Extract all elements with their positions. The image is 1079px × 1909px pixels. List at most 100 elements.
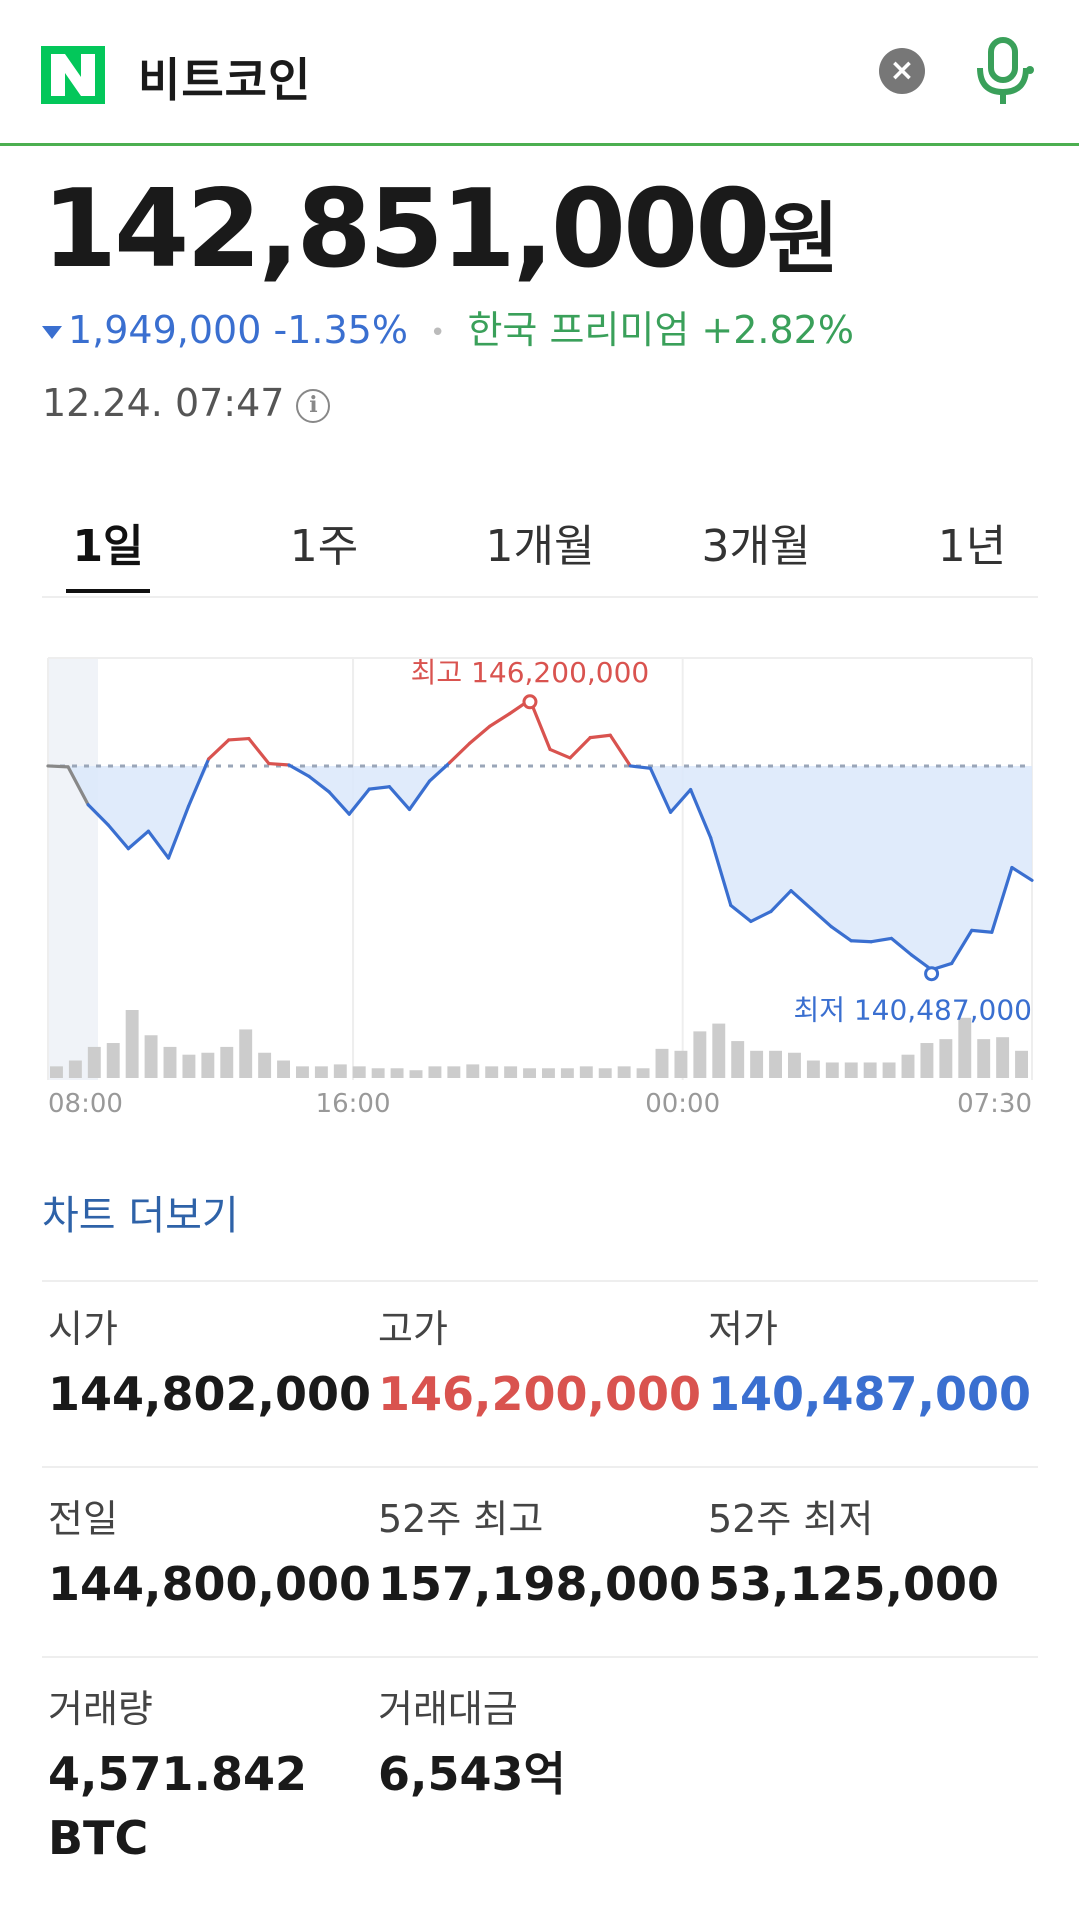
stat-52w-high: 52주 최고 157,198,000 [378,1496,708,1616]
search-query[interactable]: 비트코인 [138,53,312,107]
price-line-segment [548,747,572,760]
premium-label: 한국 프리미엄 [467,308,690,352]
tab-3month[interactable]: 3개월 [701,521,811,572]
stat-value: 53,125,000 [708,1557,1000,1611]
volume-bar [750,1050,764,1078]
stat-volume: 거래량 4,571.842 BTC [48,1686,378,1870]
volume-bar [788,1052,801,1078]
price-value: 142,851,000 [42,167,770,292]
tab-1day[interactable]: 1일 [72,521,144,572]
stat-high: 고가 146,200,000 [378,1306,708,1426]
volume-bar [693,1031,707,1078]
price-line-segment [889,936,914,957]
price-line-segment [407,779,432,812]
price-line-segment [970,928,994,934]
volume-bar [655,1048,669,1078]
price-line-segment [186,757,211,808]
tab-1week[interactable]: 1주 [289,521,359,572]
price-line-segment [709,836,733,907]
volume-bar [50,1066,63,1078]
price-line-segment [468,724,492,745]
tab-1year[interactable]: 1년 [937,521,1007,572]
more-chart-link[interactable]: 차트 더보기 [42,1193,239,1239]
divider [42,1280,1038,1282]
volume-bar [939,1039,953,1078]
volume-bar [504,1066,518,1078]
stat-prev-close: 전일 144,800,000 [48,1496,378,1616]
volume-bar [863,1062,877,1078]
stat-value: 140,487,000 [708,1367,1032,1421]
price-line-segment [789,889,813,911]
price-change-row: 1,949,000 -1.35% • 한국 프리미엄 +2.82% [42,307,854,356]
price-line-segment [829,925,853,943]
stat-label: 시가 [48,1307,118,1351]
x-tick-label: 00:00 [645,1089,720,1119]
volume-bar [958,1017,972,1078]
volume-bar [977,1039,991,1078]
price-area-fill [48,765,1032,970]
volume-bar [1015,1050,1028,1078]
price-line-segment [327,790,351,816]
price-line-segment [990,865,1014,934]
volume-bar [428,1066,442,1078]
volume-bar [220,1046,234,1078]
volume-bar [371,1068,385,1078]
volume-bar [523,1068,536,1078]
high-label: 최고 146,200,000 [411,656,650,689]
x-tick-label: 08:00 [48,1089,123,1119]
period-tabs: 1일 1주 1개월 3개월 1년 [42,500,1038,598]
volume-bar [409,1070,423,1078]
stat-label: 52주 최고 [378,1497,544,1541]
price-line-segment [207,738,231,761]
stat-label: 거래대금 [378,1687,518,1731]
stat-value: 6,543억 [378,1747,566,1801]
prev-session-band [48,658,98,1080]
price-chart[interactable]: 최고 146,200,000 최저 140,487,000 08:00 16:00 00… [42,640,1038,1120]
stat-open: 시가 144,802,000 [48,1306,378,1426]
volume-bar [68,1060,82,1078]
stat-label: 52주 최저 [708,1497,874,1541]
volume-bar [87,1046,101,1078]
price-unit: 원 [767,195,840,285]
volume-bar [560,1068,574,1078]
volume-bar [674,1050,688,1078]
premium-value: +2.82% [701,308,854,352]
price-line-segment [729,903,753,924]
volume-bar [258,1052,272,1078]
volume-bar [920,1043,934,1078]
stat-value: 157,198,000 [378,1557,702,1611]
microphone-icon[interactable] [972,36,1034,108]
volume-bar [996,1037,1010,1078]
volume-bar [277,1060,290,1078]
price-line-segment [608,733,632,768]
volume-bar [806,1060,820,1078]
volume-bar [352,1066,366,1078]
volume-bar [636,1068,650,1078]
tab-1month[interactable]: 1개월 [485,521,595,572]
change-amount: 1,949,000 [68,308,262,352]
price-line-segment [267,761,291,767]
close-icon[interactable]: × [879,48,925,94]
naver-logo-icon[interactable] [41,46,105,104]
price-line-segment [146,829,171,860]
price-line-segment [106,823,130,851]
price-line-segment [648,766,673,814]
price-line-segment [568,735,592,760]
stat-low: 저가 140,487,000 [708,1306,1038,1426]
price-line-segment [689,787,713,840]
price-line-segment [427,761,452,783]
high-marker [522,694,538,710]
volume-bar [901,1054,915,1078]
price-line-segment [227,736,251,742]
price-line-segment [166,804,191,860]
low-marker [924,966,940,982]
volume-bar [314,1066,328,1078]
price-line-segment [287,763,311,778]
separator-dot: • [430,317,446,348]
price-line-segment [950,928,974,966]
price-line-segment [247,736,271,766]
x-tick-label: 16:00 [316,1089,391,1119]
volume-bar [769,1050,782,1078]
info-icon[interactable]: i [296,388,331,423]
price-line-segment [1010,865,1034,882]
